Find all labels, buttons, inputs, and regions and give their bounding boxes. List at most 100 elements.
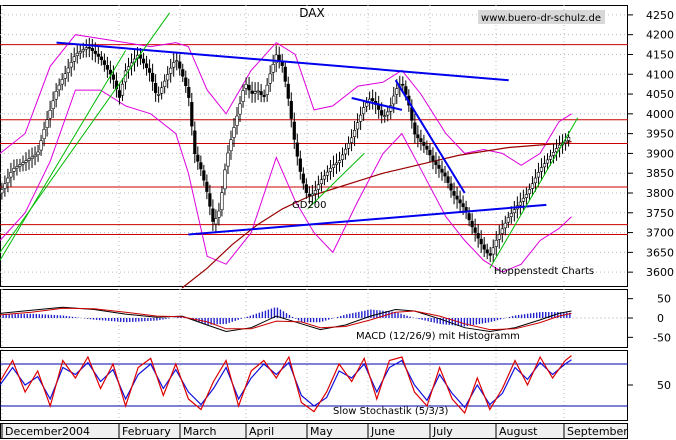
price-tick-label: 4250 (646, 9, 674, 22)
price-bar-body (428, 149, 432, 156)
price-bar (304, 178, 308, 199)
price-bar (27, 149, 31, 170)
price-bar-body (566, 136, 571, 141)
price-bar-body (265, 84, 269, 95)
price-bar (235, 107, 239, 135)
chart-title: DAX (299, 6, 324, 20)
price-bar (39, 134, 43, 156)
price-bar (105, 56, 109, 78)
price-bar-body (494, 239, 498, 247)
price-bar-body (114, 80, 119, 90)
price-bar-body (271, 64, 275, 73)
price-bar (563, 133, 568, 151)
month-label: September (567, 425, 628, 438)
price-bar-body (154, 82, 158, 94)
price-bar (455, 186, 459, 209)
price-bar-body (274, 54, 278, 64)
macd-label: MACD (12/26/9) mit Histogramm (356, 331, 520, 342)
price-bar-body (506, 217, 510, 223)
price-bar-body (163, 80, 167, 87)
price-bar (446, 170, 450, 189)
price-bar-body (259, 91, 263, 95)
price-bar-body (295, 142, 299, 157)
price-bar-body (286, 83, 290, 99)
price-bar (163, 74, 167, 94)
price-bar (497, 225, 501, 249)
price-bar-body (9, 172, 13, 178)
price-bar (542, 155, 547, 176)
price-bar-body (304, 184, 308, 193)
price-bar-body (551, 152, 556, 156)
panel-frame-0 (0, 5, 628, 287)
trendline (56, 41, 509, 82)
price-bar-body (503, 222, 507, 229)
price-bar-body (223, 169, 227, 190)
month-label: August (499, 425, 538, 438)
price-bar (108, 60, 113, 84)
price-bar (202, 164, 206, 186)
price-bar-body (334, 162, 339, 165)
price-bar (416, 125, 420, 148)
price-bar-body (497, 234, 501, 240)
trendlines (0, 12, 579, 269)
price-bar-body (431, 155, 435, 161)
price-bar-body (220, 192, 224, 211)
price-bar-body (235, 115, 239, 126)
price-bar-body (160, 87, 164, 94)
price-bar-body (527, 189, 532, 195)
price-bar (75, 45, 79, 64)
price-bar (518, 192, 522, 215)
price-bar-body (27, 158, 31, 161)
macd-line (0, 306, 572, 333)
stochastic-panel (0, 355, 628, 415)
price-bar (491, 239, 495, 263)
macd-tick-label: 50 (657, 293, 671, 306)
price-bar-body (99, 56, 103, 61)
price-bar-body (108, 69, 113, 75)
price-bar-body (81, 49, 85, 52)
price-bar-body (120, 83, 125, 96)
price-bar-body (36, 151, 40, 156)
price-bar-body (458, 199, 462, 204)
price-bar (539, 158, 544, 181)
price-bar-body (485, 249, 489, 254)
price-bar (199, 155, 203, 176)
price-bar-body (392, 95, 396, 105)
price-bar (443, 165, 447, 184)
price-bar (434, 152, 438, 175)
price-bar-body (169, 67, 173, 74)
price-bar (488, 246, 492, 263)
price-bar (268, 65, 272, 92)
trendline (188, 203, 547, 236)
price-bar (9, 162, 13, 187)
price-bar-body (90, 48, 94, 52)
price-bar (57, 78, 61, 97)
price-bar-body (48, 109, 52, 119)
price-bar-body (63, 73, 67, 79)
price-bar (500, 220, 504, 243)
stoch-label: Slow Stochastik (5/3/3) (333, 406, 449, 417)
price-bar (292, 112, 296, 149)
price-bar-body (15, 166, 19, 169)
price-bar (48, 100, 52, 128)
gd200-line (181, 140, 572, 289)
price-bar-body (500, 228, 504, 234)
price-bar (428, 142, 432, 163)
price-bar (247, 76, 251, 99)
price-bar-body (289, 100, 293, 119)
price-bar (536, 162, 541, 187)
price-bar-body (422, 142, 426, 146)
price-bar-body (175, 60, 179, 62)
price-bar (208, 184, 212, 216)
price-bar (63, 65, 67, 87)
price-bar-body (21, 162, 25, 165)
price-bar (530, 176, 535, 197)
price-bar-body (181, 69, 185, 77)
price-bar (151, 63, 155, 91)
price-bar-body (84, 47, 88, 50)
price-bar (334, 153, 339, 175)
price-bar-body (512, 209, 516, 214)
price-bar-body (172, 62, 176, 68)
price-bar (331, 155, 336, 177)
price-bar-body (60, 79, 64, 85)
